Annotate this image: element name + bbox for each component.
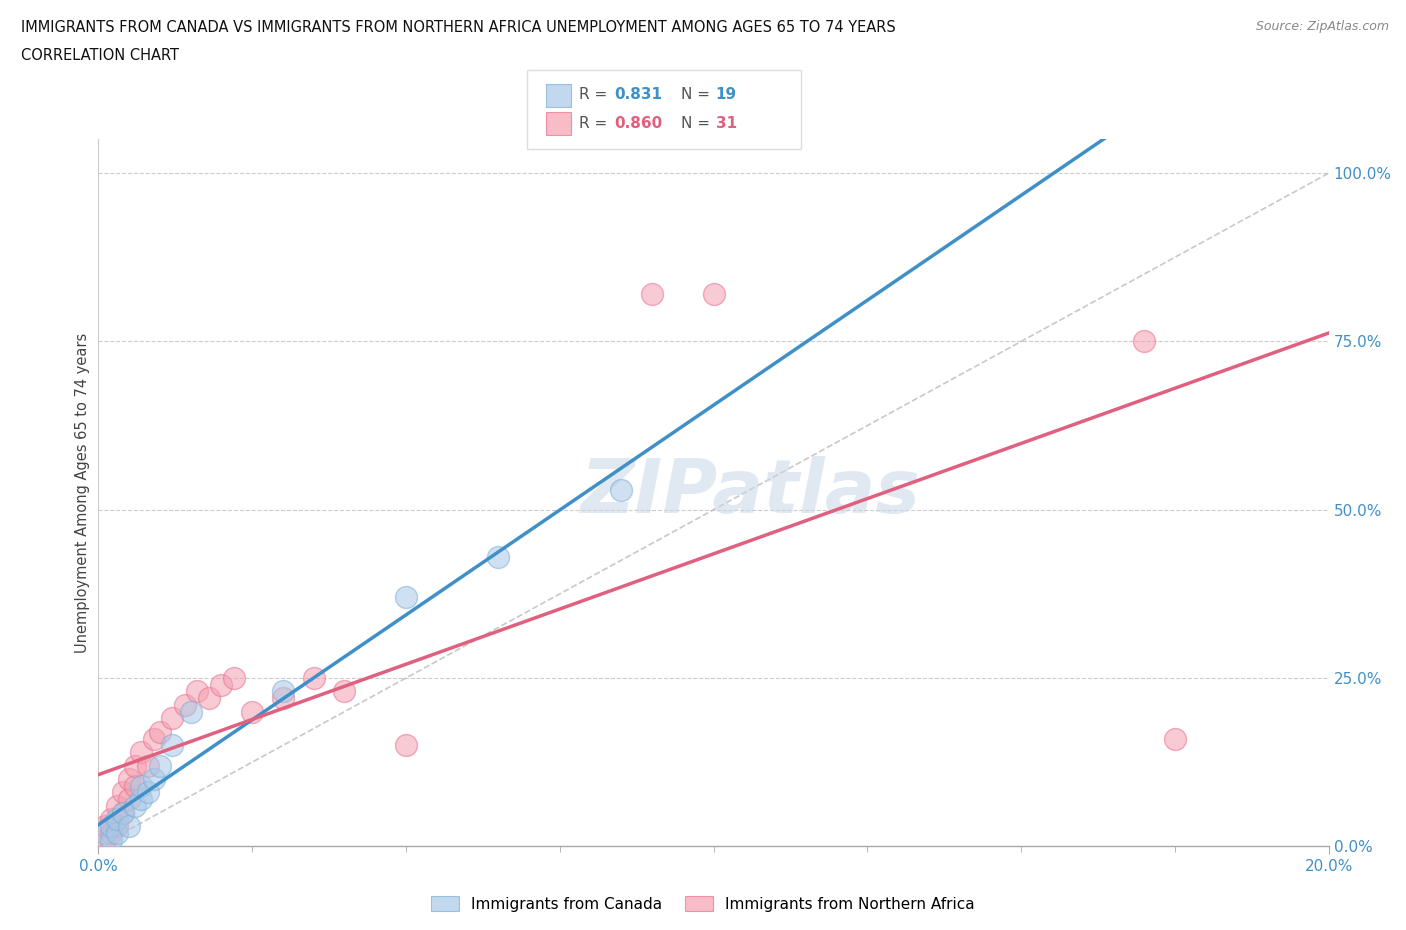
Point — [105, 799, 128, 814]
Text: 19: 19 — [716, 87, 737, 102]
Point — [124, 758, 146, 773]
Text: IMMIGRANTS FROM CANADA VS IMMIGRANTS FROM NORTHERN AFRICA UNEMPLOYMENT AMONG AGE: IMMIGRANTS FROM CANADA VS IMMIGRANTS FRO… — [21, 20, 896, 35]
Text: N =: N = — [681, 116, 710, 131]
Point — [100, 818, 122, 833]
Text: R =: R = — [579, 87, 607, 102]
Point — [149, 758, 172, 773]
Text: R =: R = — [579, 116, 607, 131]
Point — [112, 805, 135, 820]
Point — [395, 737, 418, 752]
Text: 0.860: 0.860 — [614, 116, 662, 131]
Point — [486, 550, 509, 565]
Point — [395, 590, 418, 604]
Point — [610, 482, 633, 497]
Point — [100, 812, 122, 827]
Text: N =: N = — [681, 87, 710, 102]
Point — [136, 758, 159, 773]
Point — [118, 791, 141, 806]
Point — [100, 832, 122, 847]
Point — [131, 791, 153, 806]
Point — [149, 724, 172, 739]
Point — [302, 671, 325, 685]
Point — [136, 785, 159, 800]
Point — [112, 805, 135, 820]
Text: 0.831: 0.831 — [614, 87, 662, 102]
Point — [1164, 731, 1187, 746]
Point — [93, 826, 115, 841]
Text: 31: 31 — [716, 116, 737, 131]
Point — [271, 684, 294, 699]
Point — [142, 772, 165, 787]
Y-axis label: Unemployment Among Ages 65 to 74 years: Unemployment Among Ages 65 to 74 years — [75, 333, 90, 653]
Text: Source: ZipAtlas.com: Source: ZipAtlas.com — [1256, 20, 1389, 33]
Point — [124, 799, 146, 814]
Point — [105, 826, 128, 841]
Point — [124, 778, 146, 793]
Point — [118, 772, 141, 787]
Point — [93, 832, 115, 847]
Point — [131, 745, 153, 760]
Text: ZIPatlas: ZIPatlas — [581, 457, 921, 529]
Point — [142, 731, 165, 746]
Point — [162, 737, 183, 752]
Point — [162, 711, 183, 725]
Point — [93, 818, 115, 833]
Point — [222, 671, 245, 685]
Point — [173, 698, 195, 712]
Point — [131, 778, 153, 793]
Point — [198, 691, 221, 706]
Point — [100, 826, 122, 841]
Point — [180, 704, 202, 719]
Point — [118, 818, 141, 833]
Point — [240, 704, 263, 719]
Point — [186, 684, 208, 699]
Point — [105, 818, 128, 833]
Text: CORRELATION CHART: CORRELATION CHART — [21, 48, 179, 63]
Point — [703, 286, 725, 301]
Point — [1133, 334, 1156, 349]
Point — [271, 691, 294, 706]
Point — [333, 684, 356, 699]
Point — [105, 812, 128, 827]
Legend: Immigrants from Canada, Immigrants from Northern Africa: Immigrants from Canada, Immigrants from … — [426, 890, 980, 918]
Point — [112, 785, 135, 800]
Point — [641, 286, 664, 301]
Point — [211, 677, 233, 692]
